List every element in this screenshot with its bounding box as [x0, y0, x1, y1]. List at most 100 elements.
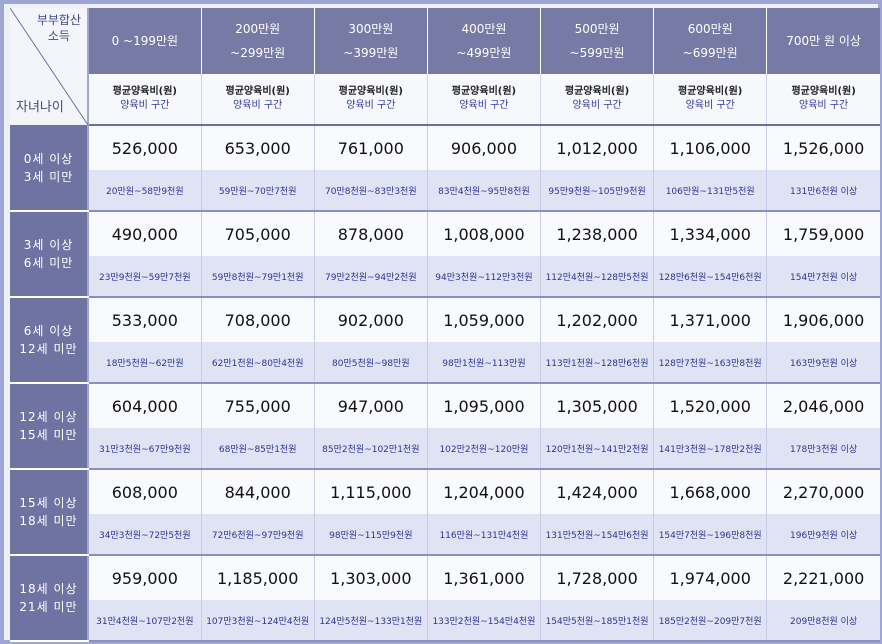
income-bracket-header: 0 ~199만원 [87, 8, 202, 74]
income-bracket-header: 600만원 ~699만원 [653, 8, 767, 74]
age-range-label: 3세 미만 [23, 169, 74, 184]
avg-cost-value: 1,424,000 [540, 469, 654, 514]
avg-cost-value: 708,000 [200, 297, 315, 342]
age-range-cell: 3세 이상 6세 미만 [10, 211, 90, 298]
avg-cost-value: 604,000 [87, 383, 202, 428]
avg-cost-value: 1,238,000 [540, 211, 654, 256]
avg-cost-label: 평균양육비(원) [451, 86, 517, 97]
income-bracket-header: 400만원 ~499만원 [426, 8, 541, 74]
bracket-line2: ~699만원 [682, 46, 738, 60]
bracket-line1: 300만원 [348, 22, 394, 36]
avg-cost-label: 평균양육비(원) [112, 86, 177, 97]
column-subheader: 평균양육비(원) 양육비 구간 [200, 74, 315, 126]
avg-cost-value: 1,371,000 [653, 297, 767, 342]
income-bracket-header: 500만원 ~599만원 [540, 8, 654, 74]
age-range-cell: 6세 이상 12세 미만 [10, 297, 90, 384]
cost-range-value: 107만3천원~124만4천원 [200, 600, 315, 642]
table-row-range: 23만9천원~59만7천원 59만8천원~79만1천원 79만2천원~94만2천원 9… [10, 256, 880, 298]
table-row-range: 18만5천원~62만원 62만1천원~80만4천원 80만5천원~98만원 98만1천… [10, 342, 880, 384]
cost-range-value: 124만5천원~133만1천원 [313, 600, 428, 642]
avg-cost-value: 1,728,000 [540, 555, 654, 600]
avg-cost-value: 1,115,000 [313, 469, 428, 514]
avg-cost-value: 1,202,000 [540, 297, 654, 342]
age-range-label: 18세 미만 [19, 514, 78, 528]
table-row: 6세 이상 12세 미만 533,000 708,000 902,000 1,059,00… [10, 297, 880, 384]
avg-cost-value: 2,221,000 [766, 555, 880, 600]
table-row: 3세 이상 6세 미만 490,000 705,000 878,000 1,008,000… [10, 211, 880, 298]
cost-range-value: 113만1천원~128만6천원 [540, 342, 654, 384]
bracket-line2: ~399만원 [343, 46, 399, 60]
avg-cost-value: 1,008,000 [426, 211, 541, 256]
avg-cost-value: 755,000 [200, 383, 315, 428]
avg-cost-value: 1,526,000 [766, 125, 880, 170]
cost-range-value: 72만6천원~97만9천원 [200, 514, 315, 556]
avg-cost-value: 1,974,000 [653, 555, 767, 600]
cost-range-value: 120만1천원~141만2천원 [540, 428, 654, 470]
bracket-line1: 500만원 [574, 22, 620, 36]
age-range-label: 18세 이상 [19, 582, 78, 596]
bracket-line2: ~499만원 [456, 46, 512, 60]
table-row: 18세 이상 21세 미만 959,000 1,185,000 1,303,000 1,3… [10, 555, 880, 642]
age-range-cell: 12세 이상 15세 미만 [10, 383, 90, 470]
cost-range-value: 163만9천원 이상 [766, 342, 880, 384]
avg-cost-value: 1,906,000 [766, 297, 880, 342]
avg-cost-value: 959,000 [87, 555, 202, 600]
cost-range-value: 85만2천원~102만1천원 [313, 428, 428, 470]
cost-range-value: 62만1천원~80만4천원 [200, 342, 315, 384]
cost-range-value: 131만6천원 이상 [766, 170, 880, 212]
bracket-line1: 600만원 [687, 22, 733, 36]
avg-cost-value: 526,000 [87, 125, 202, 170]
avg-cost-value: 1,059,000 [426, 297, 541, 342]
income-axis-label: 부부합산 소득 [37, 12, 81, 44]
avg-cost-value: 1,012,000 [540, 125, 654, 170]
cost-range-value: 154만5천원~185만1천원 [540, 600, 654, 642]
avg-cost-value: 1,668,000 [653, 469, 767, 514]
age-range-cell: 0세 이상 3세 미만 [10, 125, 90, 212]
avg-cost-label: 평균양육비(원) [791, 86, 856, 97]
cost-range-value: 80만5천원~98만원 [313, 342, 428, 384]
cost-range-value: 98만1천원~113만원 [426, 342, 541, 384]
age-range-label: 15세 미만 [19, 428, 78, 442]
avg-cost-value: 844,000 [200, 469, 315, 514]
table-row-range: 31만4천원~107만2천원 107만3천원~124만4천원 124만5천원~133… [10, 600, 880, 642]
corner-diagonal-line [10, 8, 88, 125]
cost-range-value: 112만4천원~128만5천원 [540, 256, 654, 298]
age-range-label: 12세 이상 [19, 410, 78, 424]
cost-range-value: 20만원~58만9천원 [87, 170, 202, 212]
avg-cost-value: 1,303,000 [313, 555, 428, 600]
age-range-label: 0세 이상 [23, 151, 74, 166]
column-subheader: 평균양육비(원) 양육비 구간 [653, 74, 767, 126]
avg-cost-value: 761,000 [313, 125, 428, 170]
age-axis-label: 자녀나이 [16, 100, 64, 115]
avg-cost-value: 902,000 [313, 297, 428, 342]
cost-range-value: 102만2천원~120만원 [426, 428, 541, 470]
income-bracket-header: 700만 원 이상 [766, 8, 880, 74]
cost-range-value: 95만9천원~105만9천원 [540, 170, 654, 212]
cost-range-value: 34만3천원~72만5천원 [87, 514, 202, 556]
bracket-line1: 0 ~199만원 [111, 34, 179, 48]
avg-cost-value: 705,000 [200, 211, 315, 256]
avg-cost-value: 1,106,000 [653, 125, 767, 170]
avg-cost-value: 1,520,000 [653, 383, 767, 428]
avg-cost-value: 1,185,000 [200, 555, 315, 600]
age-range-cell: 18세 이상 21세 미만 [10, 555, 90, 642]
table-row-range: 20만원~58만9천원 59만원~70만7천원 70만8천원~83만3천원 83만4천… [10, 170, 880, 212]
cost-range-label: 양육비 구간 [459, 100, 509, 111]
avg-cost-value: 1,305,000 [540, 383, 654, 428]
table-row-range: 34만3천원~72만5천원 72만6천원~97만9천원 98만원~115만9천원 11… [10, 514, 880, 556]
bracket-line1: 700만 원 이상 [786, 34, 861, 48]
cost-range-value: 133만2천원~154만4천원 [426, 600, 541, 642]
column-subheader: 평균양육비(원) 양육비 구간 [540, 74, 654, 126]
bracket-line1: 200만원 [235, 22, 281, 36]
column-subheader: 평균양육비(원) 양육비 구간 [87, 74, 202, 126]
corner-header-cell: 부부합산 소득 자녀나이 [10, 8, 90, 125]
age-range-label: 3세 이상 [23, 238, 74, 252]
cost-range-value: 70만8천원~83만3천원 [313, 170, 428, 212]
avg-cost-value: 947,000 [313, 383, 428, 428]
avg-cost-label: 평균양육비(원) [338, 86, 403, 97]
avg-cost-value: 2,046,000 [766, 383, 880, 428]
table-row: 12세 이상 15세 미만 604,000 755,000 947,000 1,095,0… [10, 383, 880, 470]
avg-cost-value: 1,759,000 [766, 211, 880, 256]
column-subheader: 평균양육비(원) 양육비 구간 [313, 74, 428, 126]
